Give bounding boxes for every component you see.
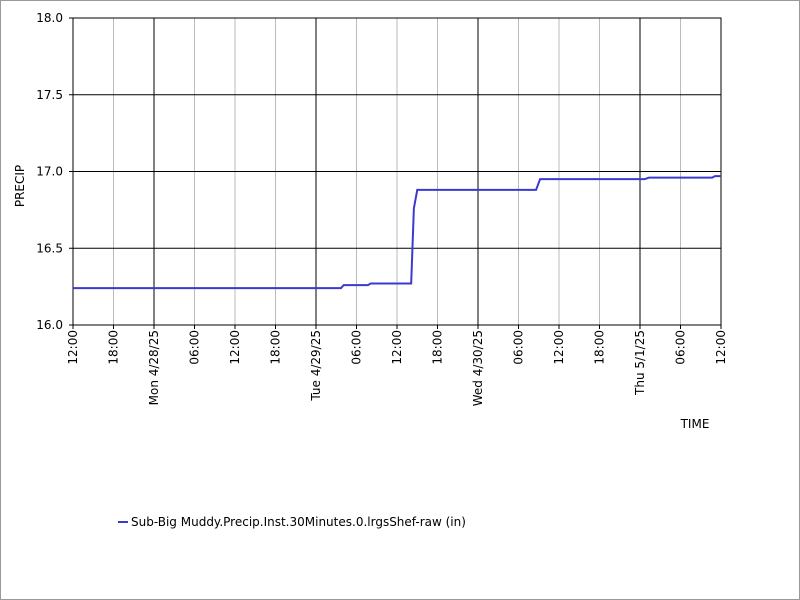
x-tick-label: Wed 4/30/25 [471, 330, 485, 406]
y-tick-label: 18.0 [36, 11, 63, 25]
x-tick-label: Tue 4/29/25 [309, 330, 323, 402]
x-axis-label: TIME [680, 417, 710, 431]
x-tick-label: 06:00 [512, 330, 526, 365]
y-tick-label: 17.0 [36, 165, 63, 179]
y-tick-label: 16.0 [36, 318, 63, 332]
x-tick-label: 18:00 [107, 330, 121, 365]
legend-label: Sub-Big Muddy.Precip.Inst.30Minutes.0.lr… [131, 515, 466, 529]
x-tick-label: 12:00 [228, 330, 242, 365]
data-line [73, 175, 721, 290]
y-axis-label: PRECIP [13, 165, 27, 207]
x-tick-label: Mon 4/28/25 [147, 330, 161, 405]
x-tick-label: 06:00 [674, 330, 688, 365]
x-tick-label: 12:00 [552, 330, 566, 365]
x-tick-label: 06:00 [350, 330, 364, 365]
x-tick-label: 12:00 [66, 330, 80, 365]
y-tick-label: 17.5 [36, 88, 63, 102]
x-tick-label: 06:00 [188, 330, 202, 365]
x-tick-label: 18:00 [593, 330, 607, 365]
x-tick-label: Thu 5/1/25 [633, 330, 647, 396]
x-tick-label: 18:00 [269, 330, 283, 365]
x-tick-label: 18:00 [431, 330, 445, 365]
x-tick-label: 12:00 [714, 330, 728, 365]
y-tick-label: 16.5 [36, 241, 63, 255]
x-tick-label: 12:00 [390, 330, 404, 365]
plot-border [72, 17, 722, 326]
